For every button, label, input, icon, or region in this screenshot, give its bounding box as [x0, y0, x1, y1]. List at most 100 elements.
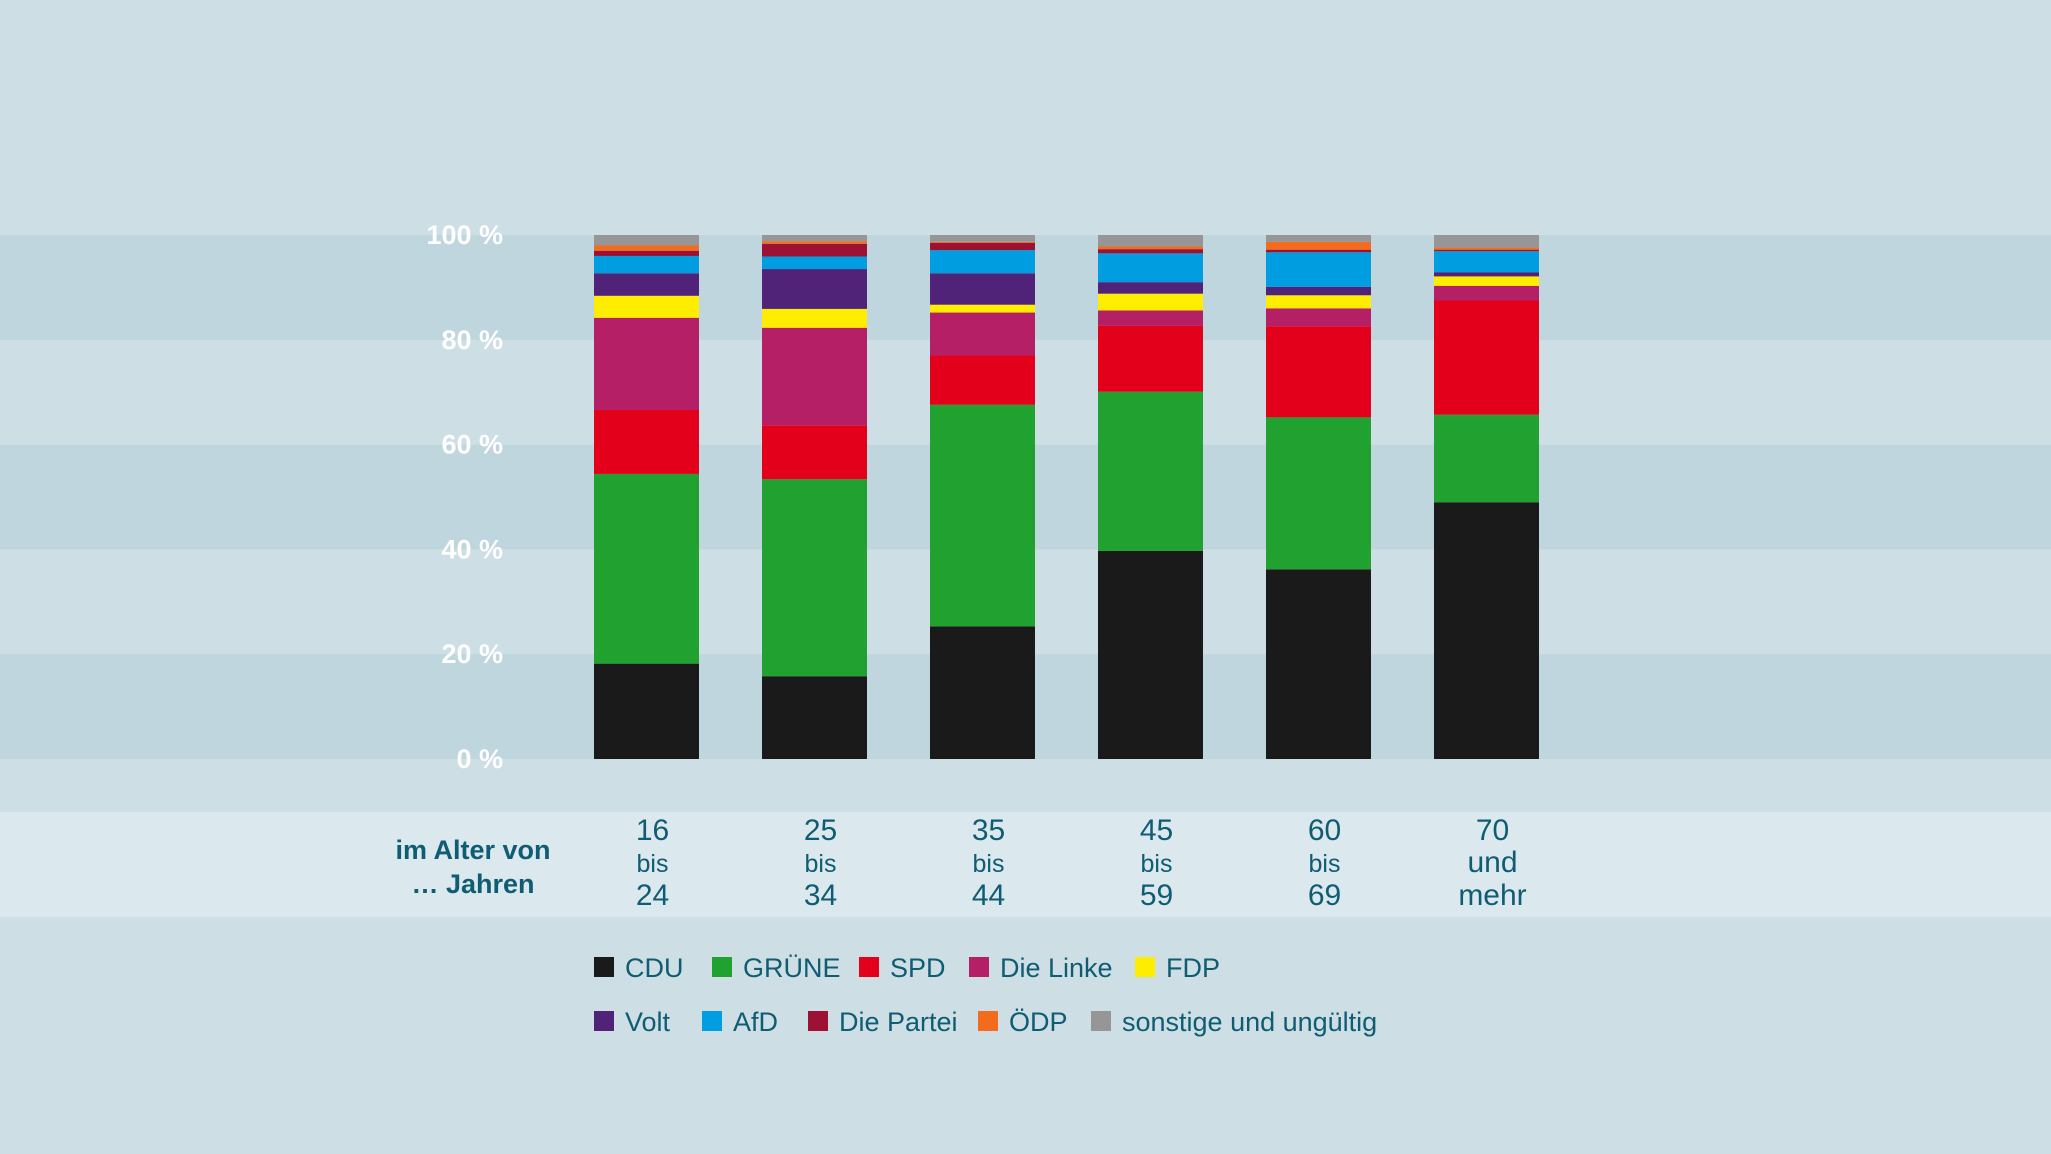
bar-segment [930, 304, 1035, 313]
bar-segment [1434, 247, 1539, 250]
legend-swatch [594, 957, 614, 977]
x-category-label: bis [805, 850, 837, 878]
y-tick-label: 40 % [441, 534, 503, 564]
legend-label: AfD [733, 1007, 778, 1037]
bar-segment [1266, 326, 1371, 418]
bar-segment [762, 243, 867, 257]
bar-segment [1266, 308, 1371, 327]
bar-segment [1434, 285, 1539, 301]
legend-label: SPD [890, 953, 946, 983]
legend-label: Volt [625, 1007, 671, 1037]
legend-swatch [594, 1011, 614, 1031]
legend: CDU GRÜNE SPD Die Linke FDP Volt AfD Die Partei… [594, 953, 1377, 1037]
bar-segment [762, 327, 867, 426]
y-tick-label: 80 % [441, 325, 503, 355]
y-tick-label: 100 % [426, 220, 503, 250]
legend-swatch [808, 1011, 828, 1031]
x-category-label: 60 [1308, 814, 1341, 847]
bar-segment [930, 242, 1035, 251]
x-category-label: und [1467, 846, 1517, 879]
bar-segment [594, 245, 699, 251]
bar-segment [762, 676, 867, 759]
legend-swatch [702, 1011, 722, 1031]
bar-segment [1266, 286, 1371, 296]
y-tick-label: 0 % [456, 744, 503, 774]
bar-segment [762, 241, 867, 244]
y-tick-label: 60 % [441, 430, 503, 460]
bar-segment [762, 425, 867, 480]
bar-segment [1098, 550, 1203, 759]
x-axis-categories: 16bis2425bis3435bis4445bis5960bis6970und… [636, 814, 1527, 912]
x-category-label: 59 [1140, 879, 1173, 912]
x-category-label: 24 [636, 879, 669, 912]
legend-swatch [1091, 1011, 1111, 1031]
bar-segment [1098, 325, 1203, 392]
bar-segment [594, 255, 699, 274]
x-category-label: 16 [636, 814, 669, 847]
bar-segment [1434, 414, 1539, 503]
bar-segment [594, 317, 699, 411]
bar-segment [762, 269, 867, 309]
bar-segment [1098, 282, 1203, 294]
bar-segment [594, 235, 699, 246]
bar-segment [1098, 310, 1203, 326]
x-category-label: 45 [1140, 814, 1173, 847]
bar-segment [1434, 235, 1539, 248]
x-category-label: 70 [1476, 814, 1509, 847]
x-axis-strip [0, 812, 2051, 917]
bar-segment [1434, 300, 1539, 415]
bar-segment [762, 235, 867, 242]
bar-segment [594, 410, 699, 474]
bar-segment [1434, 276, 1539, 286]
bar-segment [1098, 249, 1203, 254]
bar-segment [1266, 252, 1371, 287]
legend-label: Die Partei [839, 1007, 958, 1037]
bar-segment [930, 241, 1035, 243]
legend-swatch [978, 1011, 998, 1031]
bar-segment [1266, 241, 1371, 250]
bar-segment [1266, 295, 1371, 309]
bar-segment [930, 355, 1035, 405]
bar-segment [1434, 272, 1539, 277]
bar-segment [1434, 251, 1539, 273]
x-category-label: 34 [804, 879, 837, 912]
x-category-label: bis [973, 850, 1005, 878]
legend-swatch [712, 957, 732, 977]
bar-segment [1098, 391, 1203, 551]
legend-swatch [859, 957, 879, 977]
x-category-label: bis [1309, 850, 1341, 878]
bar-segment [1266, 235, 1371, 242]
bar-segment [930, 250, 1035, 274]
bar-segment [930, 235, 1035, 242]
x-axis-title-line-2: … Jahren [411, 869, 534, 899]
bar-segment [1266, 249, 1371, 253]
bar-segment [930, 273, 1035, 305]
bars-group [594, 235, 1539, 759]
x-category-label: bis [637, 850, 669, 878]
bar-segment [930, 626, 1035, 759]
legend-label: CDU [625, 953, 684, 983]
legend-label: GRÜNE [743, 953, 841, 983]
y-axis-ticks: 0 % 20 % 40 % 60 % 80 % 100 % [426, 220, 503, 774]
x-category-label: 35 [972, 814, 1005, 847]
bar-segment [594, 250, 699, 256]
bar-segment [762, 308, 867, 328]
bar-segment [594, 473, 699, 664]
x-category-label: 44 [972, 879, 1005, 912]
bar-segment [930, 404, 1035, 627]
bar-segment [594, 273, 699, 296]
legend-swatch [1135, 957, 1155, 977]
x-category-label: 25 [804, 814, 837, 847]
bar-segment [594, 663, 699, 759]
bar-segment [1098, 235, 1203, 247]
bar-segment [762, 256, 867, 270]
bar-segment [1098, 246, 1203, 250]
x-category-label: mehr [1458, 879, 1526, 912]
bar-segment [1098, 293, 1203, 311]
x-category-label: 69 [1308, 879, 1341, 912]
bar-segment [1434, 502, 1539, 759]
legend-label: sonstige und ungültig [1122, 1007, 1377, 1037]
legend-label: Die Linke [1000, 953, 1113, 983]
